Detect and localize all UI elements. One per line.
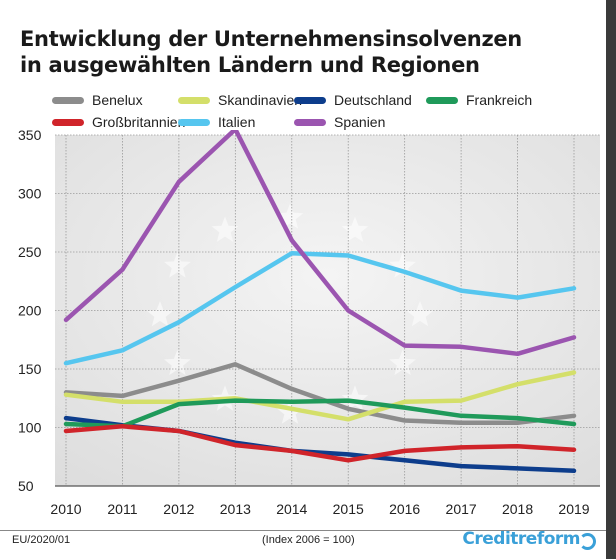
- legend-label: Benelux: [92, 92, 143, 108]
- legend-label: Deutschland: [334, 92, 412, 108]
- series-line-benelux: [63, 362, 577, 426]
- watermark-star: [389, 349, 416, 376]
- legend-item-spanien: Spanien: [294, 112, 385, 132]
- chart-area: 50 100 150 200 250 300 350 2010 2011 2012 2013 201…: [0, 126, 606, 530]
- series-line-italien: [63, 250, 577, 366]
- footer-source-code: EU/2020/01: [12, 534, 71, 546]
- x-tick-label: 2017: [446, 501, 477, 517]
- y-tick-label: 350: [18, 130, 42, 143]
- legend-label: Italien: [218, 114, 256, 130]
- legend-swatch: [426, 96, 458, 104]
- legend-label: Skandinavien: [218, 92, 303, 108]
- x-tick-label: 2013: [220, 501, 251, 517]
- watermark-star: [341, 385, 369, 411]
- legend-item-grossbritannien: Großbritannien: [52, 112, 185, 132]
- watermark-star: [341, 216, 369, 242]
- legend-swatch: [294, 96, 326, 104]
- legend-swatch: [178, 118, 210, 126]
- watermark-star: [276, 203, 304, 229]
- x-axis-tick-labels: 2010 2011 2012 2013 2014 2015 2016 2017 2018 2019: [50, 501, 589, 517]
- chart-title-line-1: Entwicklung der Unternehmensinsolvenzen: [20, 27, 522, 51]
- watermark-star: [146, 301, 174, 327]
- watermark-star: [211, 216, 239, 242]
- series-lines: [63, 126, 577, 474]
- y-axis-tick-labels: 50 100 150 200 250 300 350: [18, 127, 42, 494]
- legend-label: Großbritannien: [92, 114, 186, 130]
- x-tick-label: 2016: [389, 501, 420, 517]
- legend-item-deutschland: Deutschland: [294, 90, 412, 110]
- series-line-grossbritannien: [63, 424, 577, 463]
- x-tick-label: 2012: [163, 501, 194, 517]
- legend-item-skandinavien: Skandinavien: [178, 90, 302, 110]
- legend-swatch: [52, 96, 84, 104]
- y-tick-label: 150: [18, 361, 42, 377]
- watermark-star: [389, 252, 416, 278]
- legend-label: Spanien: [334, 114, 386, 130]
- legend-item-frankreich: Frankreich: [426, 90, 532, 110]
- y-tick-label: 200: [18, 303, 42, 319]
- y-tick-label: 100: [18, 420, 42, 436]
- series-line-skandinavien: [63, 370, 577, 422]
- chart-legend: Benelux Skandinavien Deutschland Frankreich…: [52, 90, 612, 134]
- footer-index-note: (Index 2006 = 100): [262, 534, 355, 546]
- y-tick-label: 250: [18, 244, 42, 260]
- legend-item-italien: Italien: [178, 112, 255, 132]
- series-line-frankreich: [63, 398, 577, 429]
- y-tick-label: 300: [18, 186, 42, 202]
- x-tick-label: 2011: [107, 501, 137, 517]
- chart-title: Entwicklung der Unternehmensinsolvenzen …: [20, 26, 522, 78]
- brand-logo-text: Creditreform: [462, 529, 580, 549]
- legend-swatch: [294, 118, 326, 126]
- legend-item-benelux: Benelux: [52, 90, 143, 110]
- x-tick-label: 2010: [50, 501, 81, 517]
- watermark-star: [164, 252, 191, 278]
- watermark-star: [164, 349, 191, 376]
- watermark-star: [276, 398, 304, 424]
- x-tick-label: 2015: [333, 501, 364, 517]
- footer: EU/2020/01 (Index 2006 = 100) Creditrefo…: [0, 529, 606, 560]
- legend-label: Frankreich: [466, 92, 533, 108]
- chart-title-line-2: in ausgewählten Ländern und Regionen: [20, 53, 480, 77]
- series-line-spanien: [63, 126, 577, 357]
- x-tick-label: 2014: [276, 501, 307, 517]
- watermark-star: [406, 301, 434, 327]
- x-tick-label: 2018: [502, 501, 533, 517]
- legend-swatch: [178, 96, 210, 104]
- y-tick-label: 50: [18, 478, 34, 494]
- x-tick-label: 2019: [558, 501, 589, 517]
- legend-swatch: [52, 118, 84, 126]
- brand-c-icon: [579, 533, 596, 550]
